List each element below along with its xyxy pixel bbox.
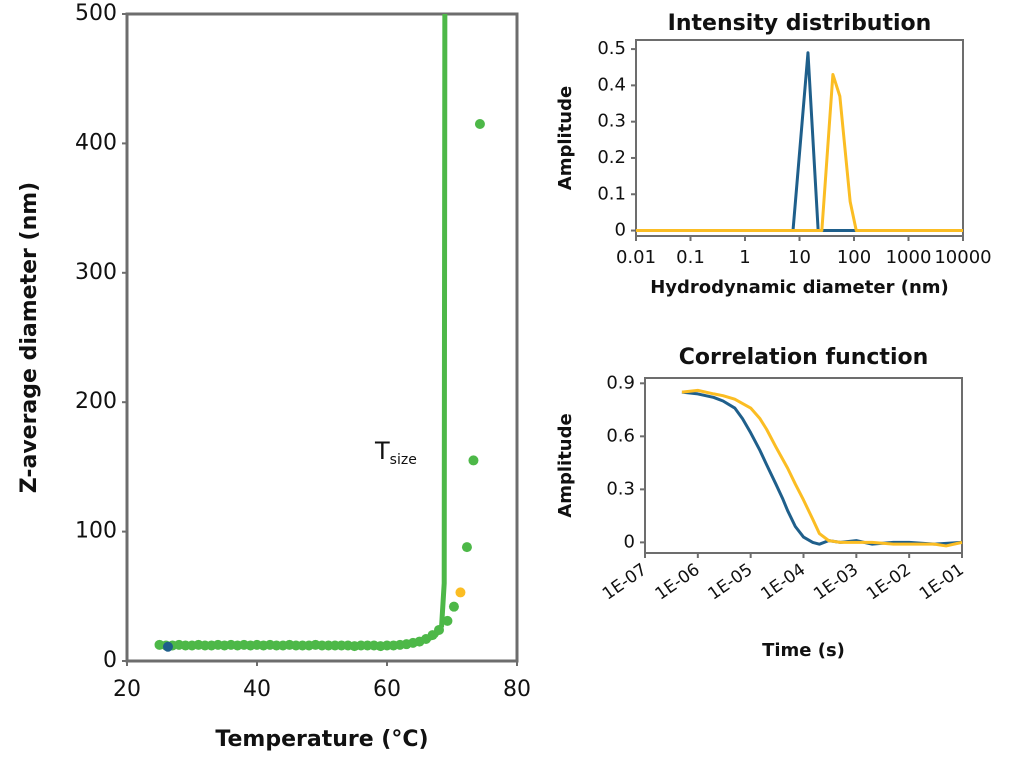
- data-line: [636, 72, 963, 233]
- x-tick-label: 60: [373, 677, 401, 702]
- data-line: [681, 388, 963, 548]
- data-line: [412, 13, 448, 647]
- data-point: [468, 455, 479, 466]
- chart-title: Intensity distribution: [668, 11, 932, 36]
- data-point: [474, 118, 485, 129]
- x-tick-label: 80: [503, 677, 531, 702]
- y-axis-label: Amplitude: [555, 86, 576, 190]
- y-tick-label: 0.4: [597, 74, 626, 95]
- x-tick-label: 1000: [886, 247, 932, 268]
- x-tick-label: 20: [113, 677, 141, 702]
- y-axis-label: Z-average diameter (nm): [17, 182, 42, 493]
- x-tick-label: 0.1: [676, 247, 705, 268]
- y-tick-label: 100: [75, 519, 117, 544]
- x-axis-label: Hydrodynamic diameter (nm): [650, 277, 949, 298]
- y-tick-label: 500: [75, 1, 117, 26]
- data-point: [455, 587, 466, 598]
- data-point: [448, 601, 459, 612]
- data-line: [681, 390, 963, 546]
- y-tick-label: 0.9: [606, 372, 635, 393]
- x-tick-label: 1: [739, 247, 750, 268]
- x-tick-label: 1E-01: [916, 560, 968, 605]
- y-tick-label: 0.2: [597, 147, 626, 168]
- y-tick-label: 300: [75, 260, 117, 285]
- x-tick-label: 1E-06: [652, 560, 704, 605]
- data-line: [636, 51, 963, 233]
- plot-frame: [125, 12, 519, 663]
- y-tick-label: 0: [624, 531, 635, 552]
- plot-frame: [644, 377, 963, 554]
- x-tick-label: 10: [788, 247, 811, 268]
- chart-title: Correlation function: [679, 345, 929, 370]
- x-tick-label: 1E-03: [810, 560, 862, 605]
- y-tick-label: 0: [615, 220, 626, 241]
- x-tick-label: 40: [243, 677, 271, 702]
- annotation-subscript: size: [390, 452, 417, 468]
- x-tick-label: 1E-07: [599, 560, 651, 605]
- data-point: [461, 542, 472, 553]
- x-tick-label: 1E-05: [705, 560, 757, 605]
- y-tick-label: 0.5: [597, 38, 626, 59]
- y-tick-label: 0.6: [606, 425, 635, 446]
- data-point: [442, 615, 453, 626]
- x-tick-label: 0.01: [616, 247, 656, 268]
- data-point: [162, 641, 173, 652]
- data-point: [434, 624, 444, 635]
- y-tick-label: 400: [75, 130, 117, 155]
- y-tick-label: 0.3: [597, 111, 626, 132]
- x-tick-label: 10000: [934, 247, 991, 268]
- y-tick-label: 200: [75, 389, 117, 414]
- x-tick-label: 100: [837, 247, 871, 268]
- x-axis-label: Temperature (°C): [215, 727, 428, 752]
- x-axis-label: Time (s): [762, 640, 845, 661]
- y-tick-label: 0.1: [597, 183, 626, 204]
- x-tick-label: 1E-02: [863, 560, 915, 605]
- annotation: Tsize: [374, 437, 417, 468]
- y-tick-label: 0: [103, 648, 117, 673]
- y-axis-label: Amplitude: [555, 413, 576, 517]
- y-tick-label: 0.3: [606, 478, 635, 499]
- x-tick-label: 1E-04: [757, 560, 809, 605]
- annotation-text: T: [374, 437, 390, 465]
